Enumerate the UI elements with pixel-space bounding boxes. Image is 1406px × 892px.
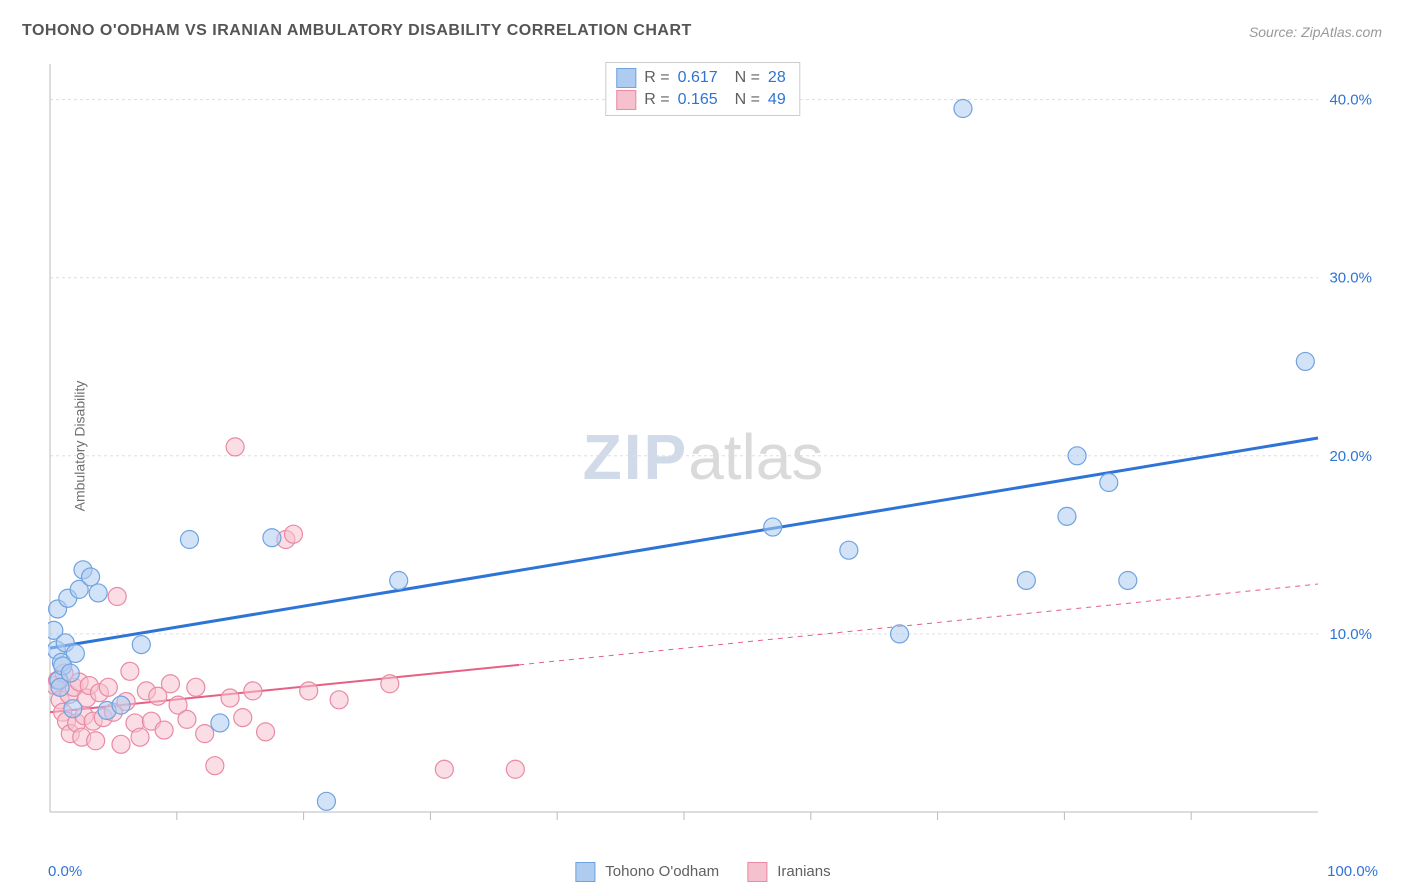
chart-title: TOHONO O'ODHAM VS IRANIAN AMBULATORY DIS… [22, 22, 692, 40]
legend-swatch [747, 862, 767, 882]
x-axis-min-label: 0.0% [48, 863, 82, 880]
svg-text:20.0%: 20.0% [1329, 448, 1372, 465]
chart-container: TOHONO O'ODHAM VS IRANIAN AMBULATORY DIS… [0, 0, 1406, 892]
source-attribution: Source: ZipAtlas.com [1249, 24, 1382, 40]
legend-row: R = 0.617 N = 28 [616, 67, 785, 89]
x-axis-max-label: 100.0% [1327, 863, 1378, 880]
series-legend: Tohono O'odham Iranians [575, 862, 830, 882]
legend-swatch [616, 90, 636, 110]
legend-swatch [616, 68, 636, 88]
correlation-legend: R = 0.617 N = 28 R = 0.165 N = 49 [605, 62, 800, 116]
legend-item: Tohono O'odham [575, 862, 719, 882]
svg-text:10.0%: 10.0% [1329, 626, 1372, 643]
svg-text:30.0%: 30.0% [1329, 270, 1372, 287]
scatter-plot: 10.0% 20.0% 30.0% 40.0% [48, 58, 1378, 848]
legend-item: Iranians [747, 862, 831, 882]
svg-text:40.0%: 40.0% [1329, 92, 1372, 109]
legend-swatch [575, 862, 595, 882]
legend-row: R = 0.165 N = 49 [616, 89, 785, 111]
